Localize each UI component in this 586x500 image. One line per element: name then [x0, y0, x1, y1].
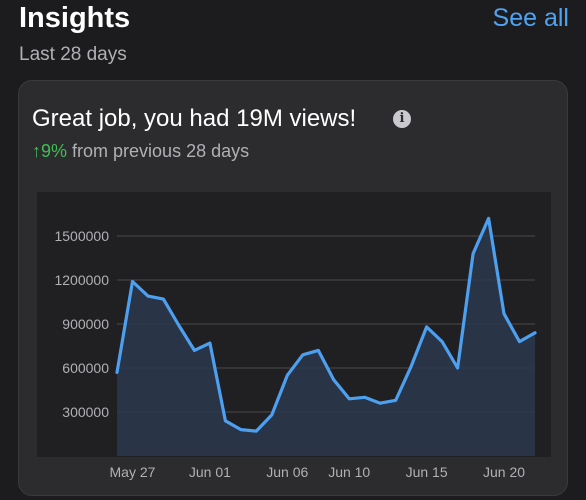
- y-tick-label: 600000: [62, 360, 109, 376]
- series-area: [117, 218, 535, 456]
- info-icon[interactable]: i: [393, 110, 411, 128]
- y-tick-label: 1200000: [54, 272, 109, 288]
- x-tick-label: May 27: [110, 464, 156, 480]
- views-chart-svg: 300000 600000 900000 1200000 1500000 May 27 Ju…: [37, 192, 551, 480]
- change-text: from previous 28 days: [72, 141, 250, 161]
- x-tick-label: Jun 15: [406, 464, 448, 480]
- see-all-link[interactable]: See all: [492, 4, 569, 32]
- page-title: Insights: [19, 2, 131, 34]
- change-line: ↑9% from previous 28 days: [32, 141, 249, 162]
- x-tick-label: Jun 20: [483, 464, 525, 480]
- y-tick-label: 300000: [62, 404, 109, 420]
- insights-card: Great job, you had 19M views! i ↑9% from…: [18, 80, 568, 496]
- y-tick-label: 1500000: [54, 228, 109, 244]
- y-tick-label: 900000: [62, 316, 109, 332]
- views-chart: 300000 600000 900000 1200000 1500000 May 27 Ju…: [37, 192, 551, 492]
- series-line: [115, 216, 537, 433]
- header: Insights See all: [19, 0, 569, 40]
- x-tick-label: Jun 10: [328, 464, 370, 480]
- views-headline: Great job, you had 19M views!: [32, 105, 357, 132]
- change-arrow: ↑: [32, 141, 41, 161]
- x-tick-label: Jun 01: [189, 464, 231, 480]
- period-label: Last 28 days: [19, 44, 127, 65]
- change-value: 9%: [41, 141, 68, 161]
- x-tick-label: Jun 06: [266, 464, 308, 480]
